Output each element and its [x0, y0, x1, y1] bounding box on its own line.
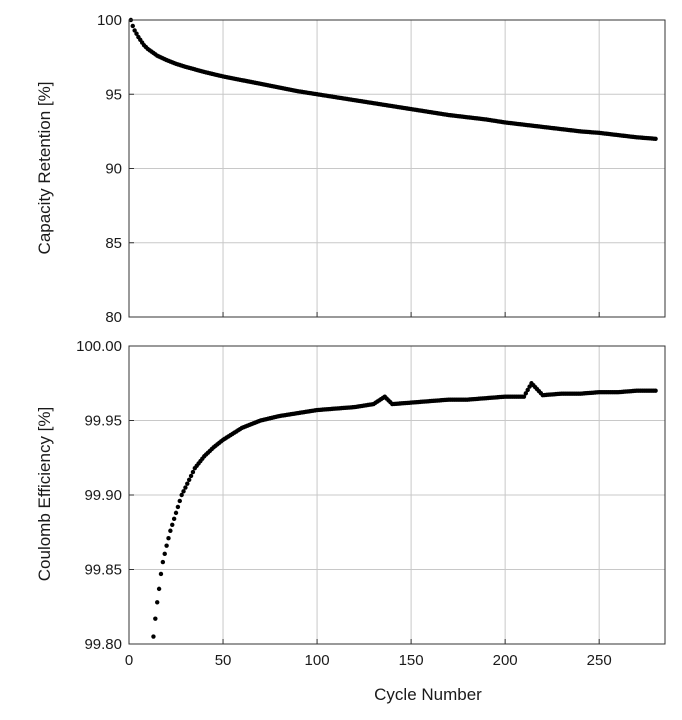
- coulomb-interpolated-point: [181, 489, 186, 494]
- capacity-y-tick-label: 80: [105, 309, 122, 326]
- coulomb-interpolated-point: [525, 387, 530, 393]
- coulomb-x-tick-label: 200: [493, 652, 518, 669]
- capacity-retention-panel: 80 85 90 95 100 Capacity Retention [%]: [35, 12, 666, 326]
- coulomb-y-tick-labels: 99.80 99.85 99.90 99.95 100.00: [76, 338, 122, 653]
- capacity-data-point: [132, 28, 137, 33]
- coulomb-y-tick-label: 99.80: [84, 636, 122, 653]
- coulomb-data-point: [156, 586, 162, 592]
- coulomb-data-point: [160, 559, 166, 565]
- coulomb-data-point: [153, 616, 158, 621]
- coulomb-interpolated-point: [166, 536, 171, 541]
- capacity-data-point: [653, 136, 658, 141]
- coulomb-interpolated-point: [175, 504, 181, 510]
- coulomb-efficiency-panel: 99.80 99.85 99.90 99.95 100.00 0 50 100 150 200 2…: [35, 338, 666, 704]
- capacity-plot-frame: [128, 19, 666, 318]
- coulomb-data-point: [653, 388, 658, 393]
- coulomb-interpolated-point: [190, 469, 196, 475]
- capacity-y-tick-labels: 80 85 90 95 100: [97, 12, 122, 326]
- coulomb-interpolated-point: [186, 477, 192, 482]
- capacity-interpolated-point: [134, 31, 139, 36]
- coulomb-data-point: [164, 543, 169, 548]
- coulomb-data-point: [173, 510, 179, 516]
- capacity-y-tick-label: 100: [97, 12, 122, 29]
- coulomb-grid: [128, 345, 665, 645]
- coulomb-interpolated-point: [170, 522, 175, 527]
- coulomb-data-point: [521, 394, 527, 399]
- coulomb-points: [151, 381, 658, 639]
- capacity-y-tick-label: 95: [105, 86, 122, 103]
- capacity-points: [128, 17, 658, 141]
- coulomb-interpolated-point: [185, 481, 190, 486]
- coulomb-y-tick-label: 99.95: [84, 413, 122, 430]
- coulomb-x-tick-label: 100: [305, 652, 330, 669]
- coulomb-interpolated-point: [527, 384, 532, 389]
- coulomb-x-tick-label: 150: [399, 652, 424, 669]
- coulomb-data-point: [168, 528, 173, 533]
- coulomb-x-tick-label: 50: [215, 652, 232, 669]
- coulomb-y-tick-label: 100.00: [76, 338, 122, 355]
- coulomb-interpolated-point: [162, 551, 167, 557]
- coulomb-y-tick-label: 99.85: [84, 562, 122, 579]
- coulomb-data-point: [183, 485, 188, 490]
- coulomb-interpolated-point: [188, 473, 194, 479]
- coulomb-interpolated-point: [523, 391, 529, 396]
- x-axis-label: Cycle Number: [374, 685, 482, 704]
- coulomb-interpolated-point: [171, 516, 177, 522]
- coulomb-y-tick-label: 99.90: [84, 487, 122, 504]
- coulomb-data-point: [155, 600, 160, 605]
- capacity-y-tick-label: 90: [105, 161, 122, 178]
- capacity-y-axis-label: Capacity Retention [%]: [35, 82, 54, 255]
- coulomb-x-tick-label: 0: [125, 652, 133, 669]
- coulomb-x-tick-label: 250: [587, 652, 612, 669]
- capacity-data-point: [130, 23, 135, 29]
- capacity-grid: [128, 19, 665, 318]
- coulomb-data-point: [158, 571, 164, 577]
- coulomb-plot-frame: [128, 345, 666, 645]
- coulomb-y-axis-label: Coulomb Efficiency [%]: [35, 407, 54, 581]
- coulomb-data-point: [151, 634, 156, 639]
- coulomb-data-point: [179, 492, 184, 498]
- capacity-y-tick-label: 85: [105, 235, 122, 252]
- coulomb-x-tick-labels: 0 50 100 150 200 250: [125, 652, 612, 669]
- coulomb-interpolated-point: [177, 498, 182, 504]
